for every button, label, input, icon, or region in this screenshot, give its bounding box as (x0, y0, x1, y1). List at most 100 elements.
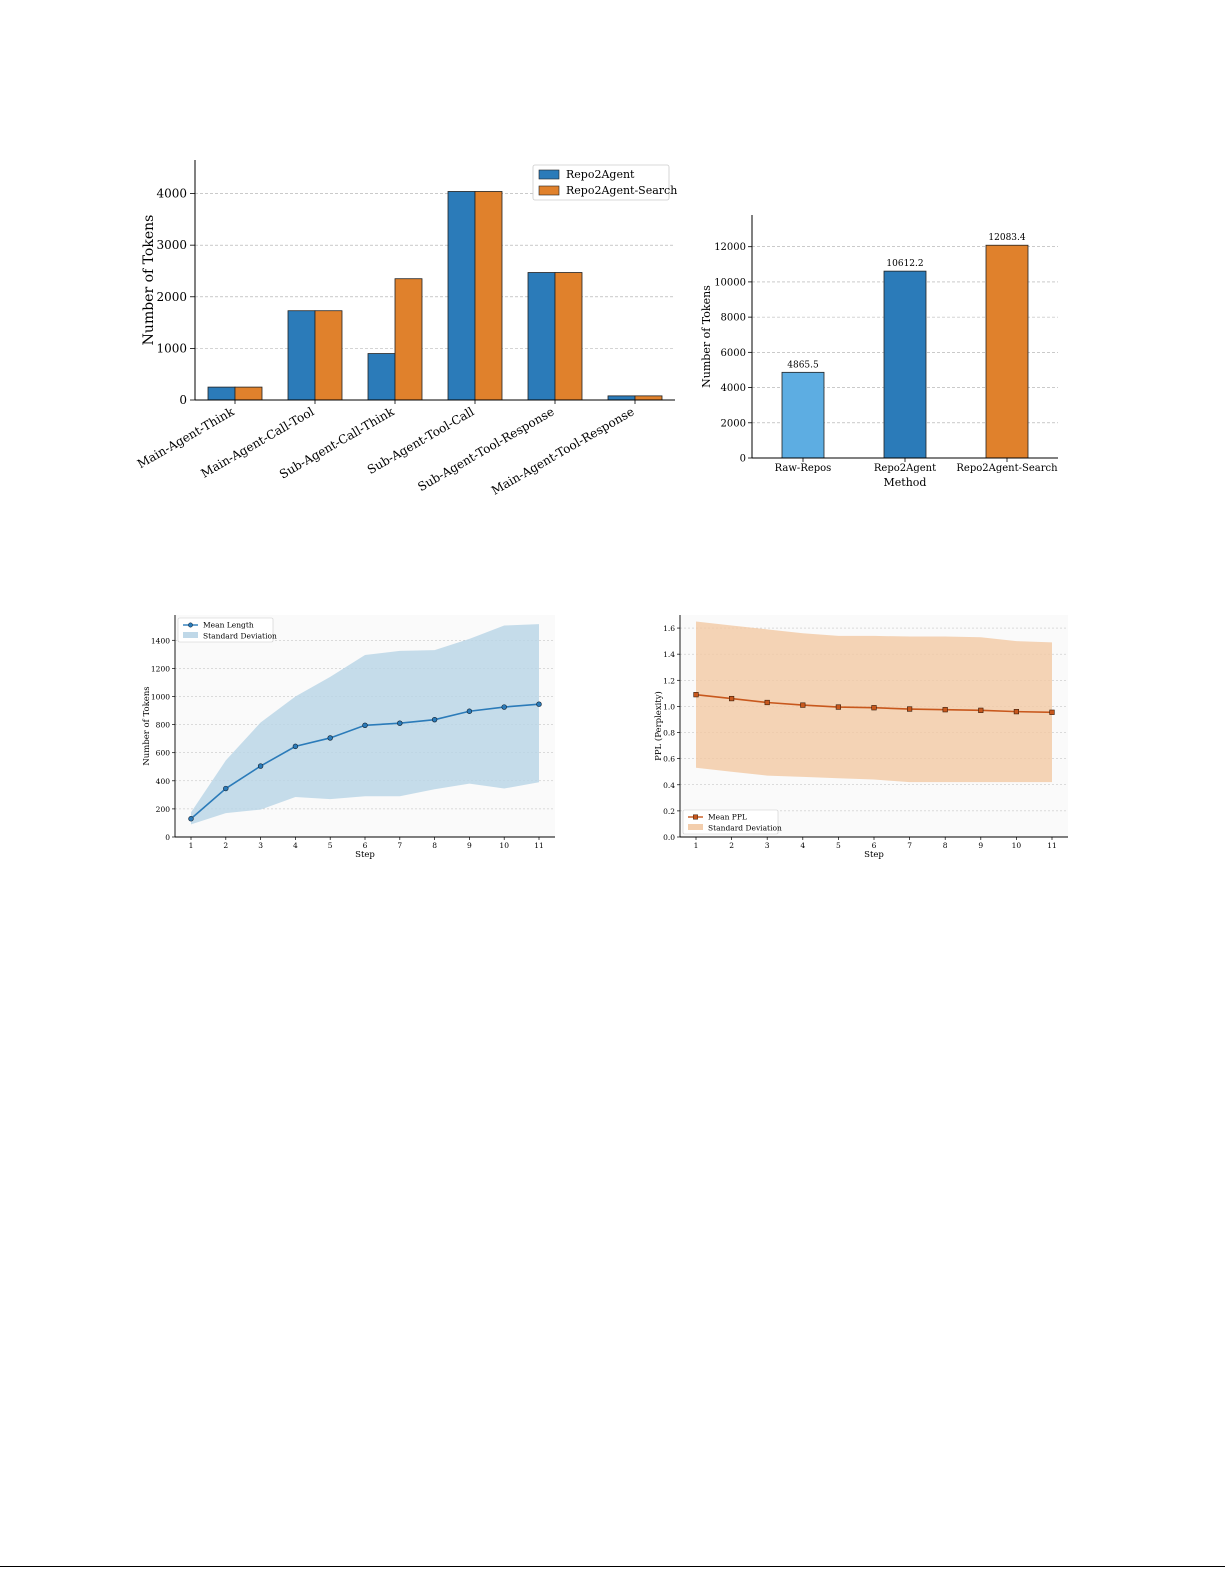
x-axis-label: Step (864, 850, 884, 860)
token-by-method-chart: 0 2000 4000 6000 8000 10000 12000 4865.5 Raw-Rep… (690, 205, 1090, 505)
bar-repo2agent (207, 386, 236, 401)
bar-repo2agent (447, 191, 476, 401)
legend-band-swatch (183, 632, 198, 638)
legend-swatch (538, 169, 560, 180)
data-point (397, 720, 403, 726)
ppl-by-step-svg: 0.0 0.2 0.4 0.6 0.8 1.0 1.2 1.4 1.6 1 2 3 4 5 6 7 8 9 10 11… (653, 615, 1068, 860)
data-point (536, 701, 542, 707)
data-point (871, 705, 877, 711)
legend-label: Repo2Agent-Search (566, 184, 677, 197)
x-tick-label: 10 (499, 841, 509, 850)
bar-repo2agent-search (554, 272, 583, 401)
y-tick-label: 0 (740, 454, 746, 465)
x-tick-label: 11 (1047, 841, 1057, 850)
page-bottom-rule (0, 1566, 1225, 1567)
bar-repo2agent (367, 353, 396, 401)
x-tick-label: 8 (943, 841, 948, 850)
y-axis-label: Number of Tokens (141, 215, 157, 346)
legend-marker (188, 622, 193, 628)
y-tick-label: 200 (156, 805, 171, 814)
x-tick-label: 2 (223, 841, 228, 850)
token-by-method-svg: 0 2000 4000 6000 8000 10000 12000 4865.5 Raw-Rep… (700, 215, 1058, 489)
y-tick-label: 400 (156, 777, 171, 786)
x-tick-label: 6 (363, 841, 368, 850)
x-tick-label: 1 (189, 841, 194, 850)
x-tick-label: 5 (328, 841, 333, 850)
x-tick-label: 10 (1012, 841, 1022, 850)
x-tick-label: 9 (467, 841, 472, 850)
y-tick-label: 1.2 (663, 676, 675, 685)
y-tick-label: 12000 (714, 242, 746, 253)
y-tick-label: 1200 (151, 664, 170, 673)
y-tick-label: 1.4 (663, 650, 675, 659)
y-tick-label: 800 (156, 721, 171, 730)
y-tick-label: 0.2 (663, 807, 675, 816)
legend-label: Mean Length (203, 621, 254, 630)
y-tick-label: 0.0 (663, 833, 675, 842)
bar-repo2agent (607, 395, 636, 401)
legend-label: Standard Deviation (203, 632, 277, 641)
data-point (835, 704, 842, 710)
x-tick-label: Raw-Repos (775, 463, 832, 474)
data-point (800, 702, 806, 708)
bar-method (883, 270, 927, 459)
y-tick-label: 0.6 (663, 755, 675, 764)
data-point (978, 707, 984, 713)
y-tick-label: 0.8 (663, 729, 675, 738)
y-tick-label: 10000 (714, 277, 746, 288)
data-point (764, 699, 770, 706)
x-tick-label: 1 (694, 841, 699, 850)
std-band (696, 621, 1052, 783)
x-axis-label: Step (355, 850, 375, 860)
bar-repo2agent-search (394, 278, 423, 401)
legend-box (177, 617, 274, 643)
length-by-step-svg: 0 200 400 600 800 1000 1200 1400 1 2 3 4 5 6 7 8 9 10 11 St… (142, 615, 555, 860)
data-point (257, 763, 264, 769)
y-axis-label: Number of Tokens (142, 686, 152, 765)
legend-label: Standard Deviation (708, 824, 782, 833)
y-tick-label: 3000 (156, 238, 187, 252)
y-tick-label: 0 (179, 393, 187, 407)
x-tick-label: 2 (729, 841, 734, 850)
x-tick-label: 7 (397, 841, 402, 850)
bar-repo2agent (287, 310, 316, 401)
y-axis-label: Number of Tokens (700, 285, 713, 388)
y-tick-label: 2000 (721, 418, 746, 429)
length-by-step-chart: 0 200 400 600 800 1000 1200 1400 1 2 3 4 5 6 7 8 9 10 11 St… (130, 605, 580, 865)
y-axis-label: PPL (Perplexity) (653, 691, 664, 761)
bar-value-label: 10612.2 (886, 259, 923, 269)
y-tick-label: 0 (165, 833, 170, 842)
x-tick-label: Repo2Agent-Search (956, 463, 1058, 474)
legend-label: Mean PPL (708, 813, 747, 822)
y-tick-label: 6000 (721, 348, 746, 359)
ppl-by-step-chart: 0.0 0.2 0.4 0.6 0.8 1.0 1.2 1.4 1.6 1 2 3 4 5 6 7 8 9 10 11… (640, 605, 1090, 865)
data-point (1049, 709, 1055, 715)
x-axis-label: Method (884, 476, 927, 489)
token-by-component-chart: 0 1000 2000 3000 4000 Main-Agent-Think Main-Ag… (130, 150, 690, 498)
y-tick-label: 1.0 (663, 702, 675, 711)
bar-method (781, 371, 825, 459)
y-tick-label: 1000 (156, 341, 187, 355)
x-tick-label: Main-Agent-Tool-Response (489, 404, 637, 497)
bar-repo2agent-search (474, 191, 503, 401)
x-tick-label: 3 (765, 841, 770, 850)
data-point (223, 785, 229, 792)
y-tick-label: 1.6 (663, 624, 675, 633)
data-point (729, 695, 735, 702)
bar-value-label: 12083.4 (988, 233, 1025, 243)
bar-repo2agent (527, 272, 556, 401)
x-tick-label: Sub-Agent-Tool-Response (415, 404, 556, 494)
y-tick-label: 4000 (156, 187, 187, 201)
bar-method (985, 244, 1029, 459)
x-tick-label: 8 (432, 841, 437, 850)
bar-repo2agent-search (234, 386, 263, 401)
data-point (327, 735, 333, 741)
y-tick-label: 600 (156, 749, 171, 758)
data-point (501, 704, 507, 710)
legend-marker (693, 814, 698, 820)
legend-box (682, 809, 779, 835)
y-tick-label: 1400 (151, 636, 170, 645)
legend-box (532, 164, 670, 201)
x-tick-label: 4 (293, 841, 298, 850)
x-tick-label: 5 (836, 841, 841, 850)
